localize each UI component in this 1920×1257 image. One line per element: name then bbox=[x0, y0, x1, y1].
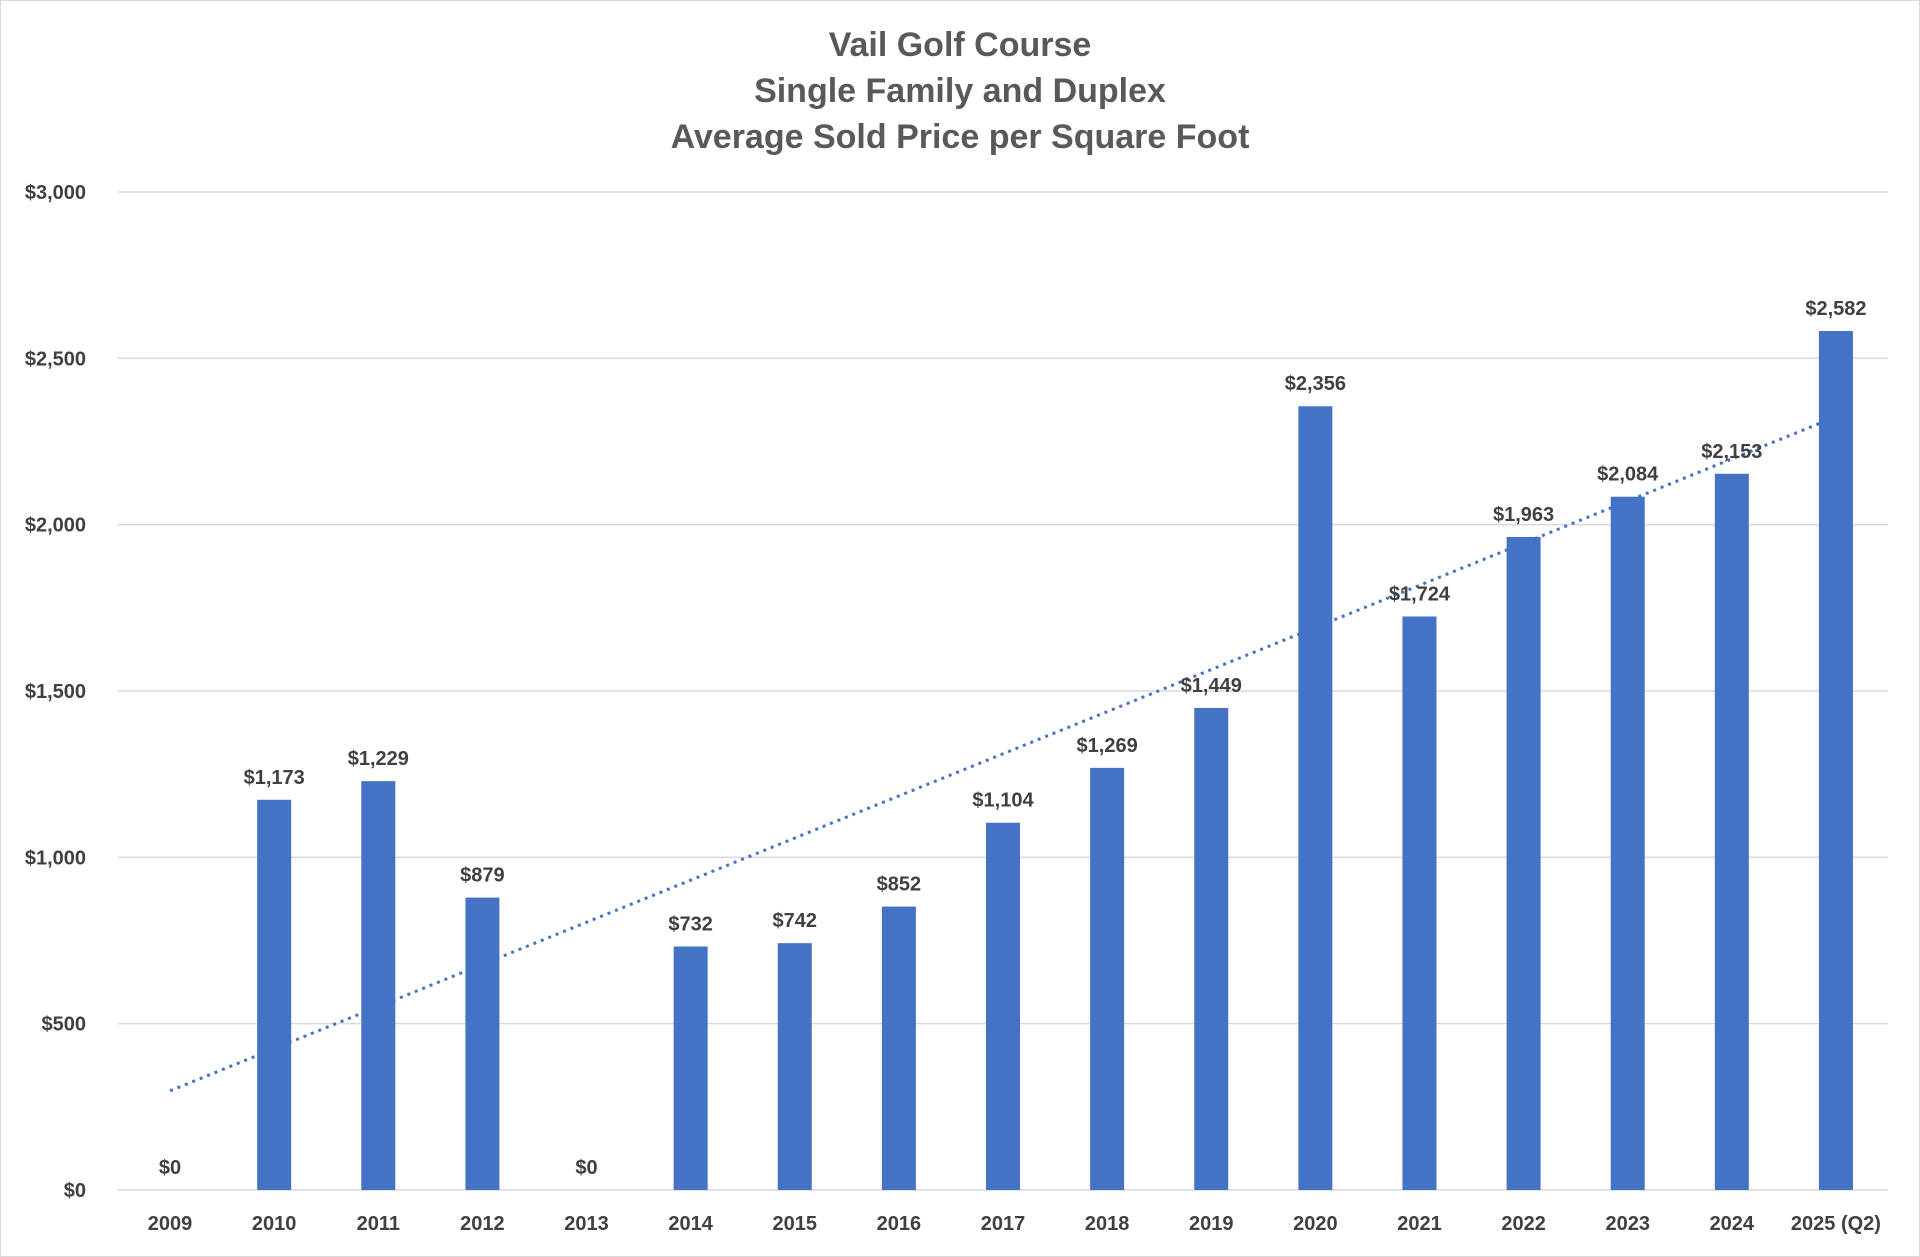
bar bbox=[1298, 406, 1333, 1191]
bar bbox=[1402, 616, 1437, 1190]
x-tick-label: 2019 bbox=[1189, 1213, 1234, 1235]
data-label: $1,269 bbox=[1077, 735, 1138, 757]
bar bbox=[986, 822, 1020, 1190]
data-label: $0 bbox=[575, 1157, 597, 1179]
x-tick-label: 2013 bbox=[564, 1213, 609, 1235]
bar bbox=[1194, 707, 1229, 1190]
data-label: $2,356 bbox=[1285, 373, 1346, 395]
x-axis-tick-labels: 2009 2010 2011 2012 2013 2014 2015 2016 2017 2018… bbox=[148, 1213, 1881, 1235]
x-tick-label: 2016 bbox=[877, 1213, 922, 1235]
data-label: $1,173 bbox=[244, 767, 305, 789]
data-label: $1,963 bbox=[1493, 504, 1554, 526]
gridlines bbox=[118, 191, 1888, 1191]
bar bbox=[673, 946, 708, 1190]
x-tick-label: 2015 bbox=[773, 1213, 818, 1235]
x-tick-label: 2023 bbox=[1605, 1213, 1650, 1235]
data-label: $852 bbox=[877, 874, 922, 896]
trendline-line bbox=[169, 415, 1837, 1093]
x-tick-label: 2014 bbox=[668, 1213, 713, 1235]
data-labels: $0 $1,173 $1,229 $879 $0 $732 $742 $852 $1,104 $1… bbox=[159, 298, 1867, 1179]
x-tick-label: 2021 bbox=[1397, 1213, 1442, 1235]
y-tick-label: $1,500 bbox=[25, 681, 86, 703]
bar bbox=[1506, 536, 1541, 1190]
data-label: $1,724 bbox=[1389, 583, 1451, 605]
bar bbox=[881, 906, 916, 1190]
bar bbox=[257, 799, 292, 1190]
bar bbox=[1714, 473, 1749, 1190]
bar bbox=[1818, 331, 1853, 1190]
y-tick-label: $3,000 bbox=[25, 182, 86, 204]
bar bbox=[777, 943, 812, 1190]
x-tick-label: 2010 bbox=[252, 1213, 297, 1235]
y-axis-tick-labels: $0 $500 $1,000 $1,500 $2,000 $2,500 $3,000 bbox=[25, 182, 86, 1202]
x-tick-label: 2012 bbox=[460, 1213, 505, 1235]
y-tick-label: $2,500 bbox=[25, 348, 86, 370]
bar bbox=[361, 781, 396, 1190]
data-label: $1,229 bbox=[348, 748, 409, 770]
x-tick-label: 2018 bbox=[1085, 1213, 1130, 1235]
data-label: $879 bbox=[460, 865, 505, 887]
y-tick-label: $500 bbox=[42, 1014, 87, 1036]
y-tick-label: $1,000 bbox=[25, 847, 86, 869]
data-label: $0 bbox=[159, 1157, 181, 1179]
y-tick-label: $0 bbox=[64, 1180, 86, 1202]
chart-title-line-2: Single Family and Duplex bbox=[754, 72, 1166, 110]
x-tick-label: 2011 bbox=[357, 1213, 400, 1235]
data-label: $2,582 bbox=[1805, 298, 1866, 320]
chart-title-line-3: Average Sold Price per Square Foot bbox=[671, 118, 1250, 156]
x-tick-label: 2020 bbox=[1293, 1213, 1338, 1235]
bars bbox=[257, 331, 1853, 1191]
x-tick-label: 2009 bbox=[148, 1213, 193, 1235]
x-tick-label: 2022 bbox=[1501, 1213, 1546, 1235]
x-tick-label: 2025 (Q2) bbox=[1791, 1213, 1881, 1235]
data-label: $732 bbox=[668, 913, 713, 935]
y-tick-label: $2,000 bbox=[25, 515, 86, 537]
trendline bbox=[169, 415, 1837, 1093]
data-label: $2,153 bbox=[1701, 441, 1762, 463]
chart-title: Vail Golf Course Single Family and Duple… bbox=[671, 26, 1250, 156]
bar bbox=[1610, 496, 1645, 1190]
x-tick-label: 2024 bbox=[1710, 1213, 1755, 1235]
x-tick-label: 2017 bbox=[981, 1213, 1026, 1235]
data-label: $1,449 bbox=[1181, 675, 1242, 697]
chart-title-line-1: Vail Golf Course bbox=[829, 26, 1092, 64]
data-label: $742 bbox=[773, 910, 818, 932]
data-label: $1,104 bbox=[972, 790, 1034, 812]
bar bbox=[465, 897, 500, 1190]
data-label: $2,084 bbox=[1597, 464, 1659, 486]
bar bbox=[1090, 767, 1125, 1190]
